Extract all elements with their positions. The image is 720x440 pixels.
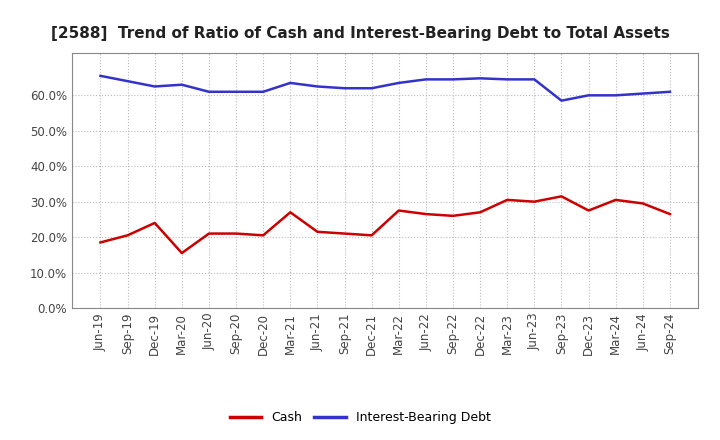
Cash [584, 208, 593, 213]
Cash [96, 240, 105, 245]
Interest-Bearing Debt [611, 93, 620, 98]
Interest-Bearing Debt [232, 89, 240, 95]
Line: Cash: Cash [101, 196, 670, 253]
Cash [530, 199, 539, 204]
Cash [503, 197, 511, 202]
Interest-Bearing Debt [123, 78, 132, 84]
Cash [367, 233, 376, 238]
Interest-Bearing Debt [286, 80, 294, 85]
Cash [150, 220, 159, 226]
Cash [611, 197, 620, 202]
Interest-Bearing Debt [313, 84, 322, 89]
Interest-Bearing Debt [259, 89, 268, 95]
Cash [449, 213, 457, 219]
Cash [232, 231, 240, 236]
Cash [639, 201, 647, 206]
Cash [123, 233, 132, 238]
Cash [557, 194, 566, 199]
Cash [395, 208, 403, 213]
Cash [259, 233, 268, 238]
Interest-Bearing Debt [449, 77, 457, 82]
Interest-Bearing Debt [178, 82, 186, 87]
Interest-Bearing Debt [395, 80, 403, 85]
Interest-Bearing Debt [476, 76, 485, 81]
Cash [178, 250, 186, 256]
Interest-Bearing Debt [639, 91, 647, 96]
Cash [421, 212, 430, 217]
Interest-Bearing Debt [530, 77, 539, 82]
Cash [341, 231, 349, 236]
Interest-Bearing Debt [341, 86, 349, 91]
Interest-Bearing Debt [584, 93, 593, 98]
Cash [476, 209, 485, 215]
Line: Interest-Bearing Debt: Interest-Bearing Debt [101, 76, 670, 101]
Cash [286, 209, 294, 215]
Interest-Bearing Debt [665, 89, 674, 95]
Cash [204, 231, 213, 236]
Interest-Bearing Debt [204, 89, 213, 95]
Interest-Bearing Debt [150, 84, 159, 89]
Cash [313, 229, 322, 235]
Interest-Bearing Debt [503, 77, 511, 82]
Interest-Bearing Debt [367, 86, 376, 91]
Interest-Bearing Debt [96, 73, 105, 78]
Interest-Bearing Debt [557, 98, 566, 103]
Interest-Bearing Debt [421, 77, 430, 82]
Text: [2588]  Trend of Ratio of Cash and Interest-Bearing Debt to Total Assets: [2588] Trend of Ratio of Cash and Intere… [50, 26, 670, 41]
Legend: Cash, Interest-Bearing Debt: Cash, Interest-Bearing Debt [225, 407, 495, 429]
Cash [665, 212, 674, 217]
